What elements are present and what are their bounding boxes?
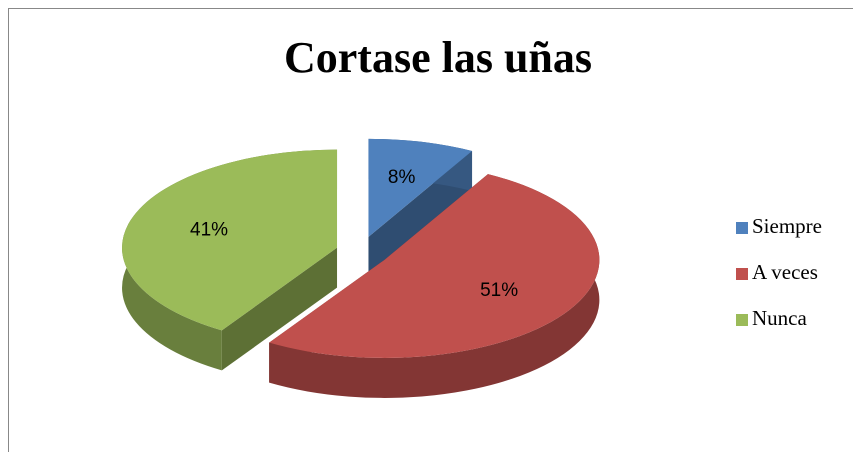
legend-label: A veces [752, 260, 818, 284]
legend-swatch [736, 314, 748, 326]
slice-side [221, 247, 338, 371]
legend-label: Siempre [752, 214, 822, 238]
data-label: 8% [388, 167, 416, 188]
slice-side [269, 174, 600, 398]
data-label: 41% [190, 220, 228, 241]
slice [122, 149, 338, 331]
legend-swatch [736, 268, 748, 280]
slice [269, 174, 600, 358]
slice [368, 138, 473, 237]
data-label: 51% [480, 280, 518, 301]
legend-label: Nunca [752, 306, 807, 330]
chart-border [8, 8, 853, 452]
chart-title: Cortase las uñas [284, 33, 592, 82]
legend-swatch [736, 222, 748, 234]
